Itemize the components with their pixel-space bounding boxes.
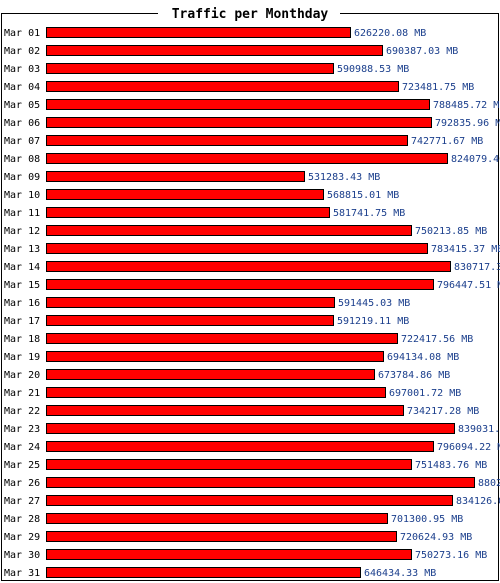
day-label: Mar 03: [4, 64, 40, 75]
day-label: Mar 17: [4, 316, 40, 327]
traffic-bar: [46, 81, 399, 92]
traffic-bar: [46, 549, 412, 560]
value-label: 783415.37 MB: [431, 244, 500, 255]
traffic-bar: [46, 315, 334, 326]
value-label: 694134.08 MB: [387, 352, 459, 363]
traffic-bar: [46, 279, 434, 290]
value-label: 839031.38 MB: [458, 424, 500, 435]
day-label: Mar 05: [4, 100, 40, 111]
day-label: Mar 26: [4, 478, 40, 489]
day-label: Mar 09: [4, 172, 40, 183]
value-label: 626220.08 MB: [354, 28, 426, 39]
value-label: 723481.75 MB: [402, 82, 474, 93]
traffic-bar: [46, 189, 324, 200]
value-label: 590988.53 MB: [337, 64, 409, 75]
day-label: Mar 29: [4, 532, 40, 543]
value-label: 750273.16 MB: [415, 550, 487, 561]
bars-group: Mar 01 626220.08 MB Mar 02 690387.03 MB Mar …: [4, 27, 500, 579]
traffic-bar: [46, 513, 388, 524]
value-label: 697001.72 MB: [389, 388, 461, 399]
traffic-bar: [46, 531, 397, 542]
traffic-bar: [46, 135, 408, 146]
traffic-bar: [46, 261, 451, 272]
day-label: Mar 10: [4, 190, 40, 201]
day-label: Mar 16: [4, 298, 40, 309]
traffic-bar: [46, 387, 386, 398]
traffic-bar: [46, 207, 330, 218]
value-label: 591445.03 MB: [338, 298, 410, 309]
traffic-bar: [46, 423, 455, 434]
traffic-bar: [46, 27, 351, 38]
day-label: Mar 21: [4, 388, 40, 399]
value-label: 690387.03 MB: [386, 46, 458, 57]
day-label: Mar 28: [4, 514, 40, 525]
traffic-bar: [46, 99, 430, 110]
value-label: 673784.86 MB: [378, 370, 450, 381]
value-label: 834126.04 MB: [456, 496, 500, 507]
value-label: 824079.40 MB: [451, 154, 500, 165]
day-label: Mar 14: [4, 262, 40, 273]
day-label: Mar 23: [4, 424, 40, 435]
traffic-bar: [46, 333, 398, 344]
value-label: 591219.11 MB: [337, 316, 409, 327]
traffic-bar: [46, 225, 412, 236]
traffic-bar: [46, 171, 305, 182]
value-label: 722417.56 MB: [401, 334, 473, 345]
day-label: Mar 08: [4, 154, 40, 165]
traffic-bar: [46, 351, 384, 362]
value-label: 796447.51 MB: [437, 280, 500, 291]
day-label: Mar 12: [4, 226, 40, 237]
traffic-bar: [46, 477, 475, 488]
value-label: 792835.96 MB: [435, 118, 500, 129]
value-label: 880274.11 MB: [478, 478, 500, 489]
value-label: 568815.01 MB: [327, 190, 399, 201]
day-label: Mar 25: [4, 460, 40, 471]
value-label: 646434.33 MB: [364, 568, 436, 579]
day-label: Mar 19: [4, 352, 40, 363]
day-label: Mar 04: [4, 82, 40, 93]
value-label: 734217.28 MB: [407, 406, 479, 417]
traffic-bar: [46, 441, 434, 452]
day-label: Mar 20: [4, 370, 40, 381]
day-label: Mar 06: [4, 118, 40, 129]
day-label: Mar 24: [4, 442, 40, 453]
value-label: 751483.76 MB: [415, 460, 487, 471]
traffic-bar: [46, 153, 448, 164]
chart-title: Traffic per Monthday: [172, 7, 329, 22]
traffic-bar: [46, 297, 335, 308]
day-label: Mar 30: [4, 550, 40, 561]
traffic-bar: [46, 459, 412, 470]
day-label: Mar 07: [4, 136, 40, 147]
traffic-bar: [46, 243, 428, 254]
chart-title-background: [158, 5, 340, 21]
day-label: Mar 01: [4, 28, 40, 39]
value-label: 788485.72 MB: [433, 100, 500, 111]
traffic-bar: [46, 495, 453, 506]
day-label: Mar 11: [4, 208, 40, 219]
traffic-bar: [46, 45, 383, 56]
value-label: 830717.38 MB: [454, 262, 500, 273]
traffic-bar: [46, 405, 404, 416]
value-label: 796094.22 MB: [437, 442, 500, 453]
day-label: Mar 15: [4, 280, 40, 291]
day-label: Mar 27: [4, 496, 40, 507]
value-label: 750213.85 MB: [415, 226, 487, 237]
value-label: 701300.95 MB: [391, 514, 463, 525]
value-label: 581741.75 MB: [333, 208, 405, 219]
day-label: Mar 31: [4, 568, 40, 579]
day-label: Mar 22: [4, 406, 40, 417]
traffic-bar: [46, 567, 361, 578]
traffic-bar: [46, 369, 375, 380]
day-label: Mar 18: [4, 334, 40, 345]
day-label: Mar 02: [4, 46, 40, 57]
traffic-bar: [46, 117, 432, 128]
value-label: 720624.93 MB: [400, 532, 472, 543]
value-label: 742771.67 MB: [411, 136, 483, 147]
day-label: Mar 13: [4, 244, 40, 255]
traffic-bar: [46, 63, 334, 74]
value-label: 531283.43 MB: [308, 172, 380, 183]
